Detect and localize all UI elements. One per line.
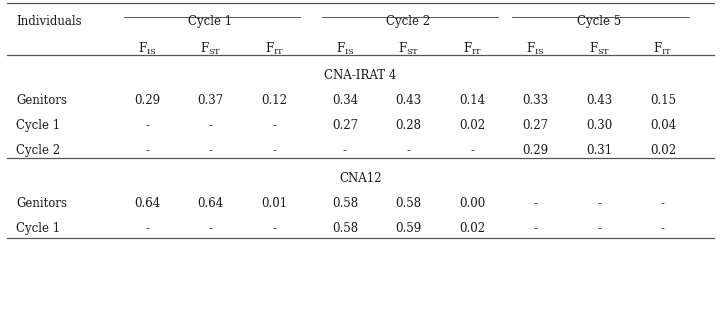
Text: 0.28: 0.28 (396, 119, 422, 132)
Text: 0.02: 0.02 (459, 222, 485, 235)
Text: -: - (208, 119, 213, 132)
Text: 0.59: 0.59 (395, 222, 422, 235)
Text: 0.27: 0.27 (332, 119, 358, 132)
Text: 0.29: 0.29 (523, 144, 549, 158)
Text: 0.37: 0.37 (198, 94, 224, 107)
Text: F$_{\mathregular{IT}}$: F$_{\mathregular{IT}}$ (653, 41, 673, 56)
Text: CNA-IRAT 4: CNA-IRAT 4 (324, 69, 397, 82)
Text: Genitors: Genitors (17, 197, 67, 210)
Text: -: - (407, 144, 410, 158)
Text: 0.64: 0.64 (198, 197, 224, 210)
Text: Individuals: Individuals (17, 15, 82, 28)
Text: 0.34: 0.34 (332, 94, 358, 107)
Text: 0.33: 0.33 (523, 94, 549, 107)
Text: F$_{\mathregular{IT}}$: F$_{\mathregular{IT}}$ (265, 41, 284, 56)
Text: CNA12: CNA12 (340, 172, 381, 185)
Text: 0.58: 0.58 (332, 197, 358, 210)
Text: Cycle 1: Cycle 1 (17, 222, 61, 235)
Text: -: - (273, 222, 276, 235)
Text: -: - (208, 222, 213, 235)
Text: Cycle 1: Cycle 1 (17, 119, 61, 132)
Text: -: - (343, 144, 347, 158)
Text: 0.30: 0.30 (586, 119, 612, 132)
Text: F$_{\mathregular{IS}}$: F$_{\mathregular{IS}}$ (138, 41, 156, 56)
Text: 0.58: 0.58 (332, 222, 358, 235)
Text: 0.27: 0.27 (523, 119, 549, 132)
Text: 0.02: 0.02 (459, 119, 485, 132)
Text: F$_{\mathregular{IS}}$: F$_{\mathregular{IS}}$ (336, 41, 354, 56)
Text: 0.29: 0.29 (134, 94, 160, 107)
Text: Cycle 2: Cycle 2 (386, 15, 430, 28)
Text: F$_{\mathregular{IS}}$: F$_{\mathregular{IS}}$ (526, 41, 545, 56)
Text: 0.43: 0.43 (395, 94, 422, 107)
Text: -: - (273, 144, 276, 158)
Text: -: - (597, 197, 601, 210)
Text: -: - (661, 197, 665, 210)
Text: 0.00: 0.00 (459, 197, 485, 210)
Text: F$_{\mathregular{ST}}$: F$_{\mathregular{ST}}$ (398, 41, 419, 56)
Text: 0.02: 0.02 (650, 144, 676, 158)
Text: -: - (145, 119, 149, 132)
Text: 0.43: 0.43 (586, 94, 612, 107)
Text: -: - (534, 222, 538, 235)
Text: -: - (145, 222, 149, 235)
Text: -: - (273, 119, 276, 132)
Text: -: - (661, 222, 665, 235)
Text: -: - (145, 144, 149, 158)
Text: 0.64: 0.64 (134, 197, 160, 210)
Text: 0.12: 0.12 (261, 94, 287, 107)
Text: -: - (208, 144, 213, 158)
Text: Cycle 5: Cycle 5 (577, 15, 621, 28)
Text: 0.04: 0.04 (650, 119, 676, 132)
Text: F$_{\mathregular{IT}}$: F$_{\mathregular{IT}}$ (463, 41, 482, 56)
Text: F$_{\mathregular{ST}}$: F$_{\mathregular{ST}}$ (588, 41, 610, 56)
Text: 0.31: 0.31 (586, 144, 612, 158)
Text: 0.58: 0.58 (396, 197, 422, 210)
Text: 0.01: 0.01 (261, 197, 288, 210)
Text: Cycle 2: Cycle 2 (17, 144, 61, 158)
Text: -: - (534, 197, 538, 210)
Text: Cycle 1: Cycle 1 (188, 15, 232, 28)
Text: 0.15: 0.15 (650, 94, 676, 107)
Text: 0.14: 0.14 (459, 94, 485, 107)
Text: F$_{\mathregular{ST}}$: F$_{\mathregular{ST}}$ (200, 41, 221, 56)
Text: -: - (597, 222, 601, 235)
Text: -: - (470, 144, 474, 158)
Text: Genitors: Genitors (17, 94, 67, 107)
